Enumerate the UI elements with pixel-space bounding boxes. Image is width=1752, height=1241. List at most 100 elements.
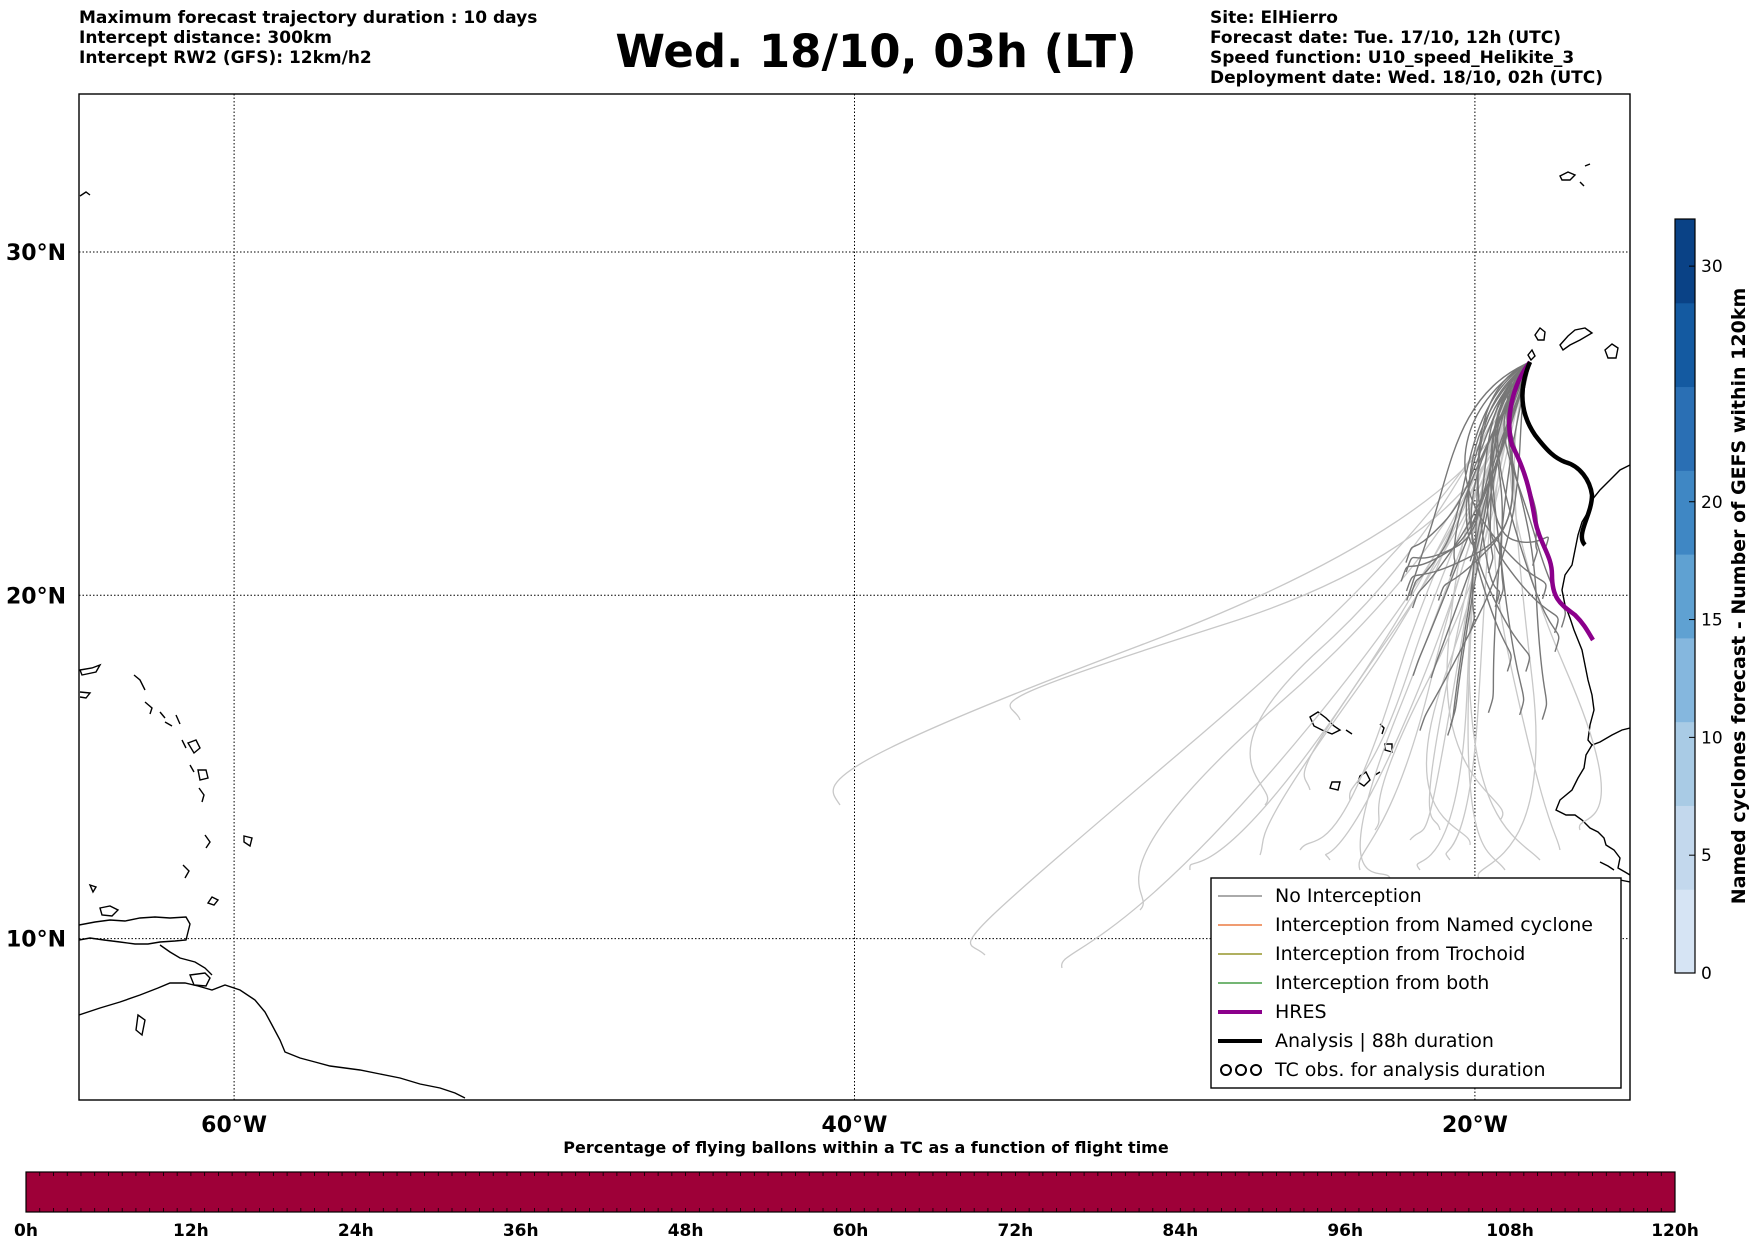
bottom-colorbar-tick-label: 12h	[173, 1221, 209, 1241]
legend-label: No Interception	[1275, 885, 1422, 907]
madeira-1	[1559, 171, 1577, 181]
south-america-coast	[79, 982, 466, 1099]
antilles-17	[79, 191, 91, 197]
bottom-colorbar-bar	[25, 1171, 1676, 1213]
colorbar-band	[1675, 637, 1695, 723]
madeira-3	[1584, 163, 1591, 167]
bottom-colorbar-title: Percentage of flying ballons within a TC…	[563, 1138, 1169, 1157]
legend-label: TC obs. for analysis duration	[1274, 1059, 1546, 1081]
faded-trajectory	[969, 361, 1531, 956]
lat-label: 20°N	[6, 584, 66, 609]
lon-label: 20°W	[1442, 1113, 1508, 1138]
madeira-2	[1579, 181, 1585, 187]
antilles-13	[133, 674, 146, 691]
page-title: Wed. 18/10, 03h (LT)	[615, 25, 1137, 78]
bottom-colorbar-tick-label: 96h	[1327, 1221, 1363, 1241]
africa-coast-inlet	[1599, 861, 1615, 871]
analysis-trajectory	[1520, 361, 1595, 547]
map-border	[78, 93, 1631, 1101]
lon-label: 60°W	[201, 1113, 267, 1138]
colorbar-tick-label: 20	[1701, 493, 1723, 513]
bottom-colorbar-tick-label: 108h	[1486, 1221, 1534, 1241]
cape-verde-1	[1309, 711, 1342, 735]
bottom-colorbar-tick-label: 24h	[338, 1221, 374, 1241]
faded-trajectory	[1359, 361, 1531, 881]
bottom-colorbar-tick-label: 48h	[668, 1221, 704, 1241]
caribbean-island-2	[99, 905, 120, 917]
speed-function-text: Speed function: U10_speed_Helikite_3	[1210, 48, 1575, 68]
caribbean-island-1	[79, 916, 191, 945]
tc-obs-symbol-icon	[1220, 1064, 1232, 1076]
tc-obs-symbol-icon	[1235, 1064, 1247, 1076]
tc-obs-symbol-icon	[1250, 1064, 1262, 1076]
faded-trajectory	[1416, 361, 1531, 871]
antilles-16	[164, 721, 173, 727]
bottom-colorbar-tick-label: 120h	[1651, 1221, 1699, 1241]
trajectory-no-interception	[1494, 361, 1531, 605]
legend-label: Interception from Trochoid	[1275, 943, 1525, 965]
lat-label: 30°N	[6, 241, 66, 266]
forecast-date-text: Forecast date: Tue. 17/10, 12h (UTC)	[1210, 28, 1561, 48]
legend-label: Interception from both	[1275, 972, 1489, 994]
colorbar-tick-label: 15	[1701, 611, 1723, 631]
colorbar-label: Named cyclones forecast - Number of GEFS…	[1728, 288, 1750, 905]
legend-box	[1210, 877, 1622, 1089]
antilles-3	[197, 769, 209, 781]
trajectory-no-interception	[1464, 361, 1547, 600]
axis-labels: 30°N 20°N 10°N 60°W 40°W 20°W	[6, 241, 1508, 1138]
intercept-rw2-text: Intercept RW2 (GFS): 12km/h2	[79, 48, 372, 68]
trajectories	[832, 360, 1603, 969]
colorbar-band	[1675, 805, 1695, 890]
antilles-4	[189, 764, 195, 773]
lat-label: 10°N	[6, 928, 66, 953]
bottom-colorbar-tick-label: 84h	[1162, 1221, 1198, 1241]
africa-coast-south	[1555, 744, 1630, 876]
canary-island-4	[1527, 348, 1536, 362]
colorbar-tick-label: 10	[1701, 728, 1723, 748]
max-duration-text: Maximum forecast trajectory duration : 1…	[79, 8, 538, 28]
colorbar-band	[1675, 470, 1695, 555]
trajectory-no-interception	[1409, 361, 1531, 596]
antilles-11	[79, 663, 102, 676]
canary-island-3	[1604, 343, 1619, 359]
antilles-18	[135, 1013, 146, 1037]
antilles-6	[243, 835, 253, 848]
antilles-7	[204, 834, 211, 849]
site-text: Site: ElHierro	[1210, 8, 1338, 28]
antilles-5	[198, 787, 205, 803]
legend: No Interception Interception from Named c…	[1210, 877, 1622, 1089]
canary-island-2	[1559, 327, 1594, 352]
colorbar-band	[1675, 386, 1695, 471]
bottom-colorbar: 0h 12h 24h 36h 48h 60h 72h 84h 96h 108h 120h	[14, 1171, 1699, 1241]
legend-label: HRES	[1275, 1001, 1327, 1023]
trajectory-no-interception	[1465, 361, 1531, 562]
colorbar-band	[1675, 721, 1695, 806]
colorbar-band	[1675, 889, 1695, 974]
bottom-colorbar-tick-label: 72h	[998, 1221, 1034, 1241]
deployment-date-text: Deployment date: Wed. 18/10, 02h (UTC)	[1210, 68, 1604, 88]
bottom-colorbar-tick-label: 0h	[14, 1221, 38, 1241]
lon-label: 40°W	[822, 1113, 888, 1138]
colorbar-tick-label: 5	[1701, 846, 1712, 866]
colorbar-tick-label: 0	[1701, 964, 1712, 984]
trajectory-no-interception	[1469, 361, 1531, 634]
antilles-19	[175, 714, 181, 725]
trajectory-no-interception	[1406, 361, 1531, 601]
antilles-9	[206, 896, 220, 906]
antilles-15	[159, 711, 166, 719]
antilles-10	[88, 883, 98, 894]
antilles-14	[144, 701, 153, 715]
colorbar-band	[1675, 219, 1695, 304]
trinidad-island	[189, 972, 211, 987]
trajectory-no-interception	[1491, 361, 1531, 716]
header-left: Maximum forecast trajectory duration : 1…	[79, 8, 537, 68]
trajectory-no-interception	[1412, 361, 1531, 676]
colorbar-band	[1675, 302, 1695, 388]
trajectory-no-interception	[1487, 361, 1531, 574]
antilles-2	[181, 739, 187, 749]
coastlines	[79, 163, 1630, 1099]
cape-verde-6	[1329, 781, 1341, 791]
colorbar-tick-label: 30	[1701, 257, 1723, 277]
